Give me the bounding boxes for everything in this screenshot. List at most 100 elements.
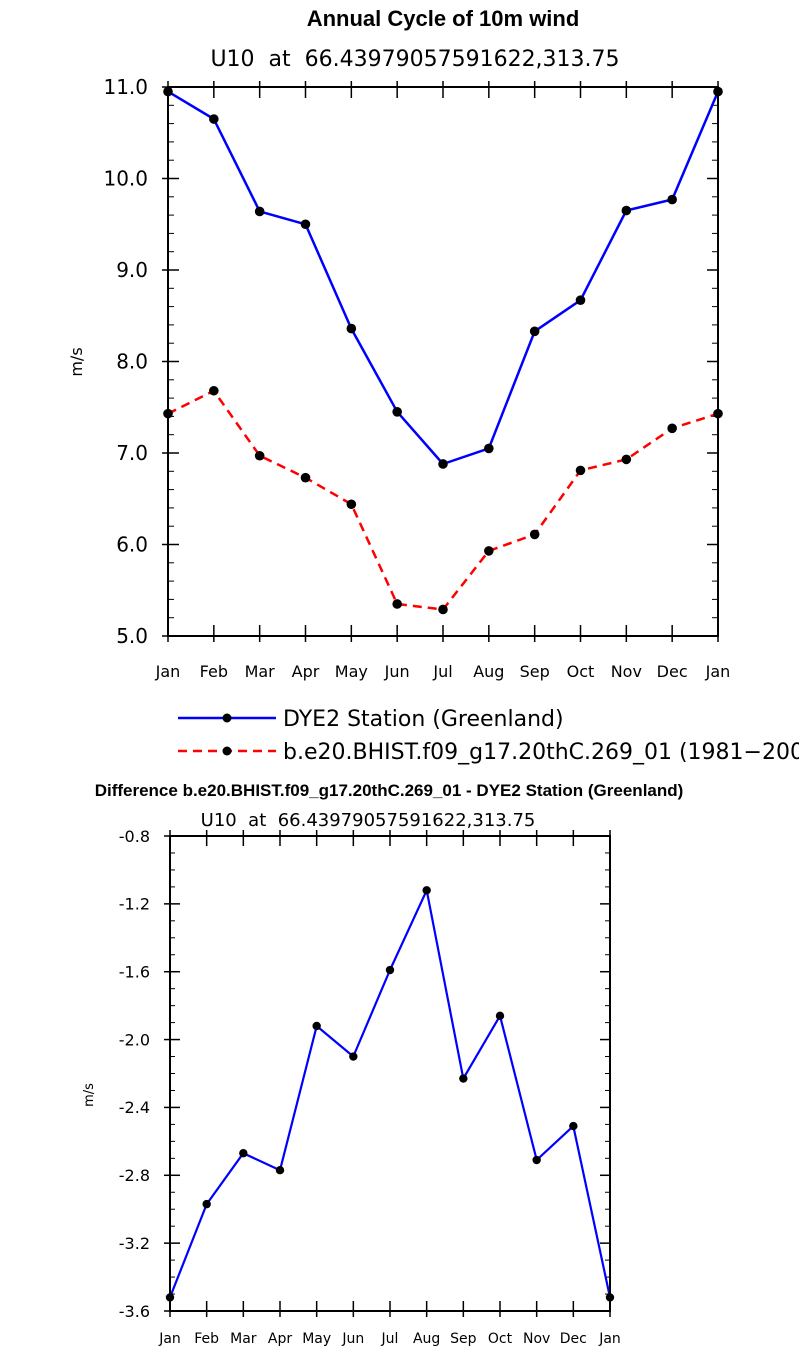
data-point [300, 219, 311, 230]
xtick-label: Jan [598, 1331, 621, 1347]
data-point [202, 1199, 211, 1209]
xtick-label: Aug [473, 662, 504, 681]
data-point [275, 1165, 285, 1175]
series-line-0 [167, 90, 720, 466]
data-point [667, 194, 677, 205]
chart-1-frame [167, 86, 719, 637]
data-point [438, 459, 448, 469]
ytick-label: -1.6 [119, 962, 150, 981]
ytick-label: 8.0 [116, 350, 148, 374]
chart-1-title: Annual Cycle of 10m wind [307, 6, 580, 31]
xtick-label: Jan [158, 1331, 181, 1347]
data-point [575, 295, 586, 305]
data-point [495, 1011, 505, 1021]
ytick-label: -3.2 [119, 1234, 150, 1253]
xtick-label: Feb [194, 1331, 219, 1347]
ytick-label: -1.2 [119, 895, 150, 914]
chart-2-title: Difference b.e20.BHIST.f09_g17.20thC.269… [95, 781, 684, 800]
chart-1-xtick-labels: Jan Feb Mar Apr May Jun Jul Aug Sep Oct Nov Dec Jan [155, 662, 731, 681]
ytick-label: 5.0 [116, 624, 148, 648]
ytick-label: -0.8 [119, 827, 150, 846]
ytick-label: 9.0 [116, 258, 148, 282]
xtick-label: Jul [432, 662, 452, 681]
chart-2-xtick-labels: Jan Feb Mar Apr May Jun Jul Aug Sep Oct Nov Dec Jan [158, 1331, 621, 1347]
xtick-label: May [335, 662, 368, 681]
legend-label-model: b.e20.BHIST.f09_g17.20thC.269_01 (1981−2… [283, 740, 799, 765]
data-point [312, 1021, 321, 1031]
data-point [346, 499, 357, 510]
data-point [438, 604, 448, 615]
data-point [385, 965, 395, 975]
data-point [422, 886, 431, 895]
xtick-label: Apr [292, 662, 320, 681]
data-point [300, 472, 311, 483]
xtick-label: Mar [230, 1331, 257, 1347]
data-point [484, 443, 494, 454]
data-point [621, 454, 632, 465]
chart-1-ticks [162, 81, 719, 642]
xtick-label: Apr [268, 1331, 292, 1347]
ytick-label: 6.0 [116, 533, 148, 557]
data-point [621, 205, 632, 216]
series-line-1 [167, 389, 719, 611]
legend: DYE2 Station (Greenland) b.e20.BHIST.f09… [178, 707, 799, 765]
chart-2-ticks [164, 830, 611, 1317]
data-point [569, 1121, 578, 1131]
data-point [349, 1052, 358, 1061]
xtick-label: Jun [341, 1331, 364, 1347]
xtick-label: Jul [381, 1331, 399, 1347]
legend-label-dye2: DYE2 Station (Greenland) [283, 707, 564, 732]
data-point [254, 206, 265, 217]
ytick-label: -2.8 [119, 1166, 150, 1185]
ytick-label: -3.6 [119, 1302, 150, 1321]
xtick-label: Jan [705, 662, 731, 681]
ytick-label: 10.0 [103, 167, 148, 191]
xtick-label: Nov [523, 1331, 550, 1347]
data-point [392, 599, 402, 609]
data-point [667, 423, 677, 434]
xtick-label: Oct [567, 662, 595, 681]
chart-2: Difference b.e20.BHIST.f09_g17.20thC.269… [82, 781, 683, 1347]
data-point [459, 1074, 468, 1083]
chart-2-series [165, 886, 615, 1302]
xtick-label: Aug [413, 1331, 440, 1347]
xtick-label: Sep [520, 662, 550, 681]
chart-1: Annual Cycle of 10m wind U10 at 66.43979… [67, 6, 730, 681]
chart-2-ytick-labels: -3.6 -3.2 -2.8 -2.4 -2.0 -1.6 -1.2 -0.8 [119, 827, 150, 1321]
data-point [239, 1149, 248, 1158]
data-point [484, 546, 494, 556]
data-point [346, 323, 357, 334]
chart-2-frame [169, 835, 611, 1312]
chart-1-series [163, 86, 723, 615]
chart-1-ylabel: m/s [67, 347, 86, 376]
xtick-label: May [302, 1331, 331, 1347]
xtick-label: Nov [611, 662, 642, 681]
xtick-label: Sep [450, 1331, 477, 1347]
data-point [392, 407, 402, 417]
xtick-label: Dec [560, 1331, 587, 1347]
chart-1-ytick-labels: 5.0 6.0 7.0 8.0 9.0 10.0 11.0 [103, 75, 148, 648]
data-point [254, 450, 265, 461]
data-point [529, 326, 540, 337]
xtick-label: Oct [488, 1331, 513, 1347]
chart-2-subtitle: U10 at 66.43979057591622,313.75 [201, 810, 536, 831]
chart-1-subtitle: U10 at 66.43979057591622,313.75 [210, 47, 619, 72]
ytick-label: -2.0 [119, 1030, 150, 1049]
xtick-label: Mar [245, 662, 276, 681]
xtick-label: Jan [155, 662, 181, 681]
data-point [209, 114, 219, 124]
data-point [575, 465, 586, 476]
ytick-label: 11.0 [103, 75, 148, 99]
data-point [532, 1155, 541, 1165]
xtick-label: Feb [200, 662, 228, 681]
xtick-label: Jun [384, 662, 410, 681]
data-point [529, 529, 540, 540]
data-point [209, 385, 219, 396]
legend-marker-dye2 [222, 713, 232, 723]
legend-marker-model [222, 746, 232, 756]
chart-2-ylabel: m/s [82, 1083, 97, 1107]
series-line-0 [168, 889, 612, 1298]
ytick-label: -2.4 [119, 1098, 150, 1117]
xtick-label: Dec [657, 662, 688, 681]
